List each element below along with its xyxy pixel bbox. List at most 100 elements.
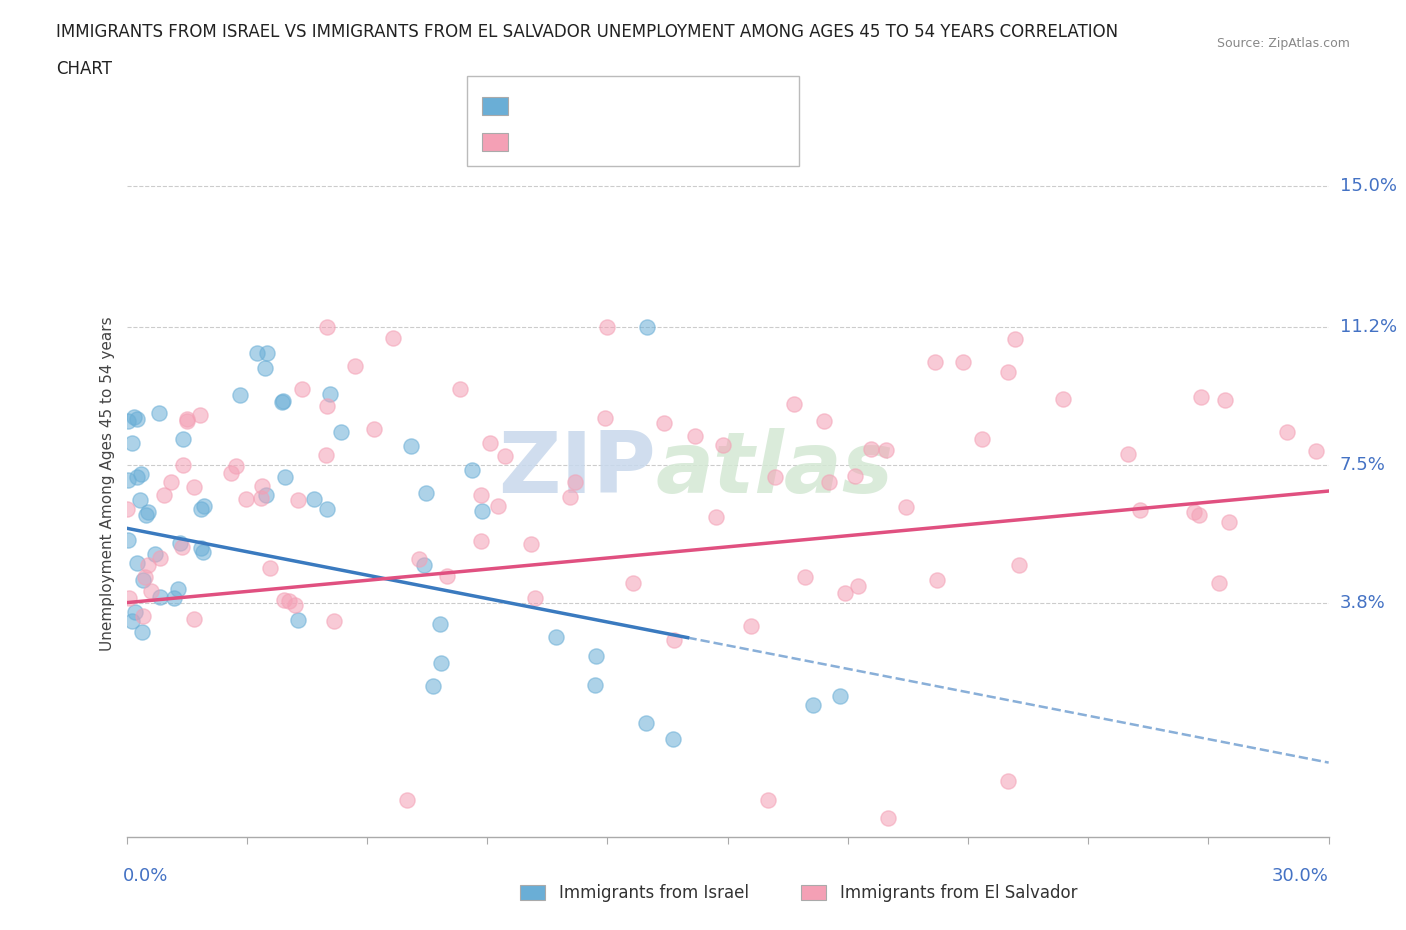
- Point: [228, 388, 250, 403]
- Point: [124, 604, 146, 619]
- Point: [315, 320, 337, 335]
- Point: [330, 424, 353, 439]
- Point: [135, 508, 157, 523]
- Point: [270, 394, 292, 409]
- Text: 7.5%: 7.5%: [1340, 456, 1386, 474]
- Point: [149, 590, 172, 604]
- Point: [461, 462, 484, 477]
- Point: [519, 537, 541, 551]
- Point: [277, 593, 299, 608]
- Point: [685, 429, 707, 444]
- Point: [159, 475, 181, 490]
- Point: [139, 584, 162, 599]
- Point: [188, 407, 211, 422]
- Point: [172, 458, 194, 472]
- Point: [129, 467, 152, 482]
- Point: [1191, 390, 1213, 405]
- Point: [246, 345, 269, 360]
- Point: [170, 539, 193, 554]
- Point: [259, 561, 281, 576]
- Point: [167, 582, 190, 597]
- Point: [636, 320, 658, 335]
- Text: 11.2%: 11.2%: [1340, 318, 1398, 337]
- Point: [828, 689, 851, 704]
- Point: [172, 432, 194, 446]
- Point: [287, 613, 309, 628]
- Point: [1052, 392, 1074, 406]
- Point: [316, 398, 339, 413]
- Point: [661, 731, 683, 746]
- Text: 3.8%: 3.8%: [1340, 593, 1385, 612]
- Text: CHART: CHART: [56, 60, 112, 78]
- Point: [319, 387, 342, 402]
- Point: [1213, 392, 1236, 407]
- Point: [449, 381, 471, 396]
- Point: [256, 346, 278, 361]
- Point: [127, 470, 149, 485]
- Text: Immigrants from Israel: Immigrants from Israel: [560, 884, 749, 902]
- Point: [924, 354, 946, 369]
- Point: [235, 492, 257, 507]
- Point: [274, 470, 297, 485]
- Point: [132, 609, 155, 624]
- Point: [315, 447, 337, 462]
- Point: [560, 489, 582, 504]
- Point: [163, 591, 186, 605]
- Point: [219, 466, 242, 481]
- Point: [817, 475, 839, 490]
- Point: [193, 498, 215, 513]
- Point: [925, 573, 948, 588]
- Point: [125, 556, 148, 571]
- Point: [343, 358, 366, 373]
- Point: [117, 472, 139, 487]
- Point: [131, 625, 153, 640]
- Text: Source: ZipAtlas.com: Source: ZipAtlas.com: [1216, 37, 1350, 50]
- Point: [148, 405, 170, 420]
- Point: [249, 490, 271, 505]
- Point: [652, 416, 675, 431]
- Point: [191, 545, 214, 560]
- Y-axis label: Unemployment Among Ages 45 to 54 years: Unemployment Among Ages 45 to 54 years: [100, 316, 115, 651]
- Point: [412, 558, 434, 573]
- Point: [121, 613, 143, 628]
- Point: [136, 558, 159, 573]
- Point: [846, 578, 869, 593]
- Point: [479, 435, 502, 450]
- Point: [1305, 444, 1327, 458]
- Text: 0.0%: 0.0%: [122, 867, 167, 884]
- Point: [176, 412, 198, 427]
- Point: [122, 409, 145, 424]
- Point: [254, 361, 277, 376]
- Point: [801, 698, 824, 712]
- Point: [623, 576, 645, 591]
- Point: [634, 715, 657, 730]
- Point: [136, 504, 159, 519]
- Point: [273, 592, 295, 607]
- Point: [422, 679, 444, 694]
- Text: 15.0%: 15.0%: [1340, 177, 1396, 195]
- Point: [583, 677, 606, 692]
- Point: [1208, 576, 1230, 591]
- Point: [763, 470, 786, 485]
- Point: [494, 448, 516, 463]
- Point: [877, 811, 900, 826]
- Point: [593, 410, 616, 425]
- Point: [399, 439, 422, 454]
- Text: R =  0.146   N = 84: R = 0.146 N = 84: [522, 133, 711, 151]
- Point: [183, 480, 205, 495]
- Point: [115, 502, 138, 517]
- Point: [291, 382, 314, 397]
- Point: [1129, 502, 1152, 517]
- Point: [415, 485, 437, 500]
- Point: [284, 598, 307, 613]
- Point: [740, 618, 762, 633]
- Point: [546, 630, 568, 644]
- Point: [894, 500, 917, 515]
- Point: [564, 475, 586, 490]
- Text: R = -0.128   N = 54: R = -0.128 N = 54: [522, 97, 711, 114]
- Point: [169, 536, 191, 551]
- Point: [706, 510, 728, 525]
- Point: [876, 443, 898, 458]
- Point: [834, 585, 856, 600]
- Point: [429, 617, 451, 631]
